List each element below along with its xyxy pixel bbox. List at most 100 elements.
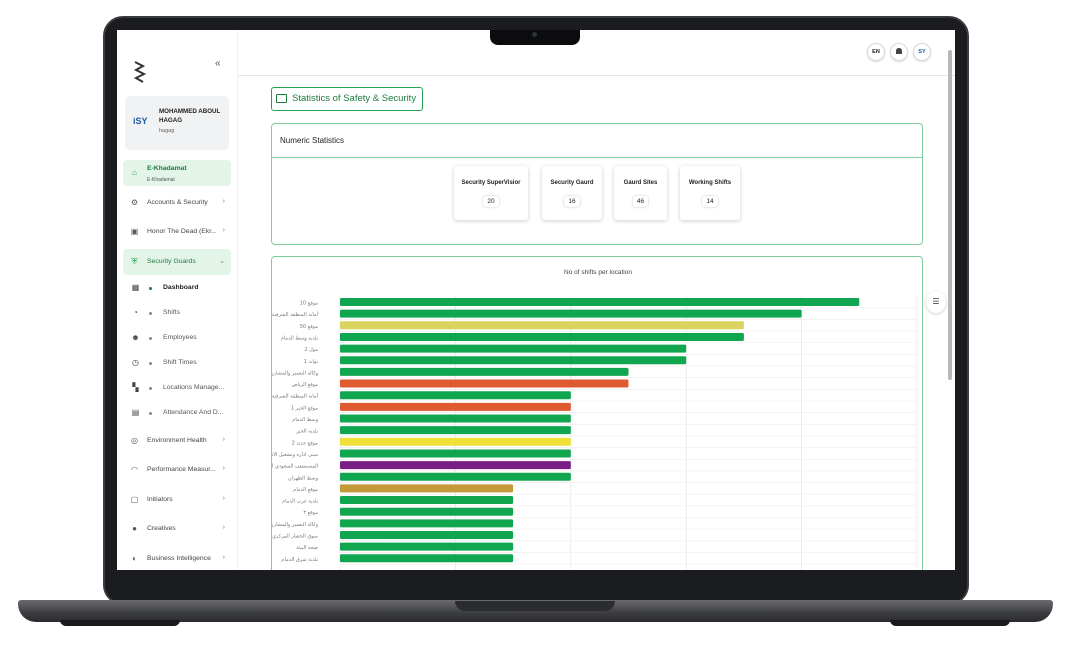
document-icon: ▢ (130, 495, 139, 504)
app-logo-icon (133, 61, 147, 83)
chart-bar[interactable] (340, 437, 571, 446)
chart-bar[interactable] (340, 484, 514, 493)
category-tick-label: موقع الخبر 1 (291, 405, 318, 411)
gauge-icon: ◠ (131, 465, 138, 474)
category-tick-label: موقع جديد 2 (292, 440, 319, 446)
camera-icon (532, 32, 537, 37)
monitor-chart-icon (276, 94, 287, 103)
chart-bar[interactable] (340, 402, 571, 411)
chevron-right-icon: › (222, 436, 225, 443)
chart-bar[interactable] (340, 344, 687, 353)
chart-bar[interactable] (340, 332, 744, 341)
sidebar-subitem-locations[interactable]: ▚ Locations Manage... (129, 376, 233, 400)
stat-card-sites: Gaurd Sites 46 (614, 166, 667, 220)
users-gear-icon: ⚙ (130, 198, 139, 207)
sidebar-item-business-intelligence[interactable]: ◐ Business Intelligence › (123, 546, 231, 570)
sidebar-subitem-label: Shifts (163, 309, 180, 316)
sidebar-item-label: Accounts & Security (147, 199, 208, 206)
filter-settings-button[interactable]: ☰ (926, 291, 946, 313)
category-tick-label: وسط الدمام (292, 417, 318, 423)
double-chevron-left-icon[interactable]: « (215, 58, 221, 69)
sidebar-item-sublabel: E-Khadamat (147, 177, 175, 183)
employee-icon: ☻ (131, 333, 140, 342)
stat-label: Working Shifts (688, 180, 732, 186)
category-tick-label: بلدية شرق الدمام (281, 557, 318, 563)
category-tick-label: بوابة 1 (304, 359, 318, 365)
stat-value: 16 (564, 196, 579, 207)
app-screen: « iSY MOHAMMED ABOUL HAGAG hagag ⌂ E-Kha… (117, 30, 955, 570)
stat-label: Gaurd Sites (623, 180, 658, 186)
stat-card-supervisor: Security SuperVisior 20 (454, 166, 528, 220)
chart-bar[interactable] (340, 321, 744, 330)
user-handle: hagag (159, 128, 175, 134)
chart-bar[interactable] (340, 531, 514, 539)
sidebar-subitem-label: Shift Times (163, 359, 197, 366)
category-tick-label: مول 2 (304, 347, 318, 353)
stat-value: 14 (702, 196, 717, 207)
category-tick-label: بلدية غرب الدمام (282, 499, 318, 505)
profile-avatar-button[interactable]: SY (913, 43, 931, 61)
laptop-base (18, 600, 1053, 622)
category-tick-label: موقع الدمام (293, 487, 318, 493)
chart-bar[interactable] (340, 379, 629, 388)
chart-bar[interactable] (340, 414, 571, 423)
chevron-right-icon: › (222, 198, 225, 205)
category-tick-label: أمانة المنطقة الشرقية (272, 393, 319, 400)
sidebar-item-accounts-security[interactable]: ⚙ Accounts & Security › (123, 190, 231, 216)
chart-bar[interactable] (340, 542, 514, 551)
sidebar-item-label: Environment Health (147, 437, 207, 444)
notifications-button[interactable] (890, 43, 908, 61)
stat-card-guard: Security Gaurd 16 (542, 166, 602, 220)
sidebar-item-label: Initiators (147, 496, 173, 503)
chart-bar[interactable] (340, 367, 629, 376)
sidebar-item-e-khadamat[interactable]: ⌂ E-Khadamat E-Khadamat (123, 160, 231, 186)
clock-icon: ◷ (132, 358, 139, 367)
chart-bar[interactable] (340, 472, 571, 481)
clipboard-icon: ▤ (131, 408, 140, 417)
user-card[interactable]: iSY MOHAMMED ABOUL HAGAG hagag (125, 96, 229, 150)
chart-bar[interactable] (340, 356, 687, 365)
grid-icon: ▦ (131, 283, 140, 292)
chart-bar[interactable] (340, 519, 514, 528)
page-scrollbar[interactable] (948, 50, 952, 380)
chart-card: No of shifts per location موقع 10 أمانة ا… (271, 256, 923, 570)
sidebar-item-security-guards[interactable]: ⛨ Security Guards ⌄ (123, 249, 231, 275)
sidebar-item-initiators[interactable]: ▢ Initiators › (123, 487, 231, 513)
chart-bar[interactable] (340, 426, 571, 435)
sidebar-item-environment-health[interactable]: ◎ Environment Health › (123, 428, 231, 454)
chart-bar[interactable] (340, 461, 571, 470)
stat-label: Security SuperVisior (461, 180, 521, 186)
sidebar-subitem-label: Attendance And D... (163, 409, 224, 416)
sidebar-item-creatives[interactable]: ● Creatives › (123, 516, 231, 542)
sidebar-subitem-employees[interactable]: ☻ Employees (129, 326, 233, 350)
chart-bar[interactable] (340, 554, 514, 563)
category-tick-label: وكالة التعمير والمشاريع (272, 370, 319, 376)
sidebar-item-performance[interactable]: ◠ Performance Measur... › (123, 457, 231, 483)
bell-icon (896, 48, 902, 55)
map-icon: ▚ (132, 383, 139, 392)
laptop-base-notch (455, 601, 615, 611)
sidebar-item-label: Creatives (147, 525, 176, 532)
chevron-right-icon: › (222, 227, 225, 234)
language-button[interactable]: EN (867, 43, 885, 61)
bullet-dot (149, 362, 152, 365)
stat-card-shifts: Working Shifts 14 (680, 166, 740, 220)
chart-bar[interactable] (340, 298, 860, 306)
user-name: MOHAMMED ABOUL HAGAG (159, 108, 221, 124)
sidebar-subitem-dashboard[interactable]: ▦ Dashboard (129, 276, 233, 300)
chart-bar[interactable] (340, 496, 514, 505)
chart-bar[interactable] (340, 391, 571, 400)
shield-icon: ⛨ (131, 257, 138, 266)
sidebar-subitem-shifts[interactable]: ◔ Shifts (129, 301, 233, 325)
sidebar-subitem-attendance[interactable]: ▤ Attendance And D... (129, 401, 233, 425)
chart-bar[interactable] (340, 449, 571, 458)
category-tick-label: صحة البيئة (296, 545, 318, 551)
sliders-icon: ☰ (932, 297, 940, 306)
chart-bar[interactable] (340, 507, 514, 516)
chart-bar[interactable] (340, 309, 802, 318)
sidebar-item-honor-the-dead[interactable]: ▣ Honor The Dead (Ekr... › (123, 219, 231, 245)
sidebar-subitem-shift-times[interactable]: ◷ Shift Times (129, 351, 233, 375)
category-tick-label: موقع 50 (300, 324, 319, 330)
